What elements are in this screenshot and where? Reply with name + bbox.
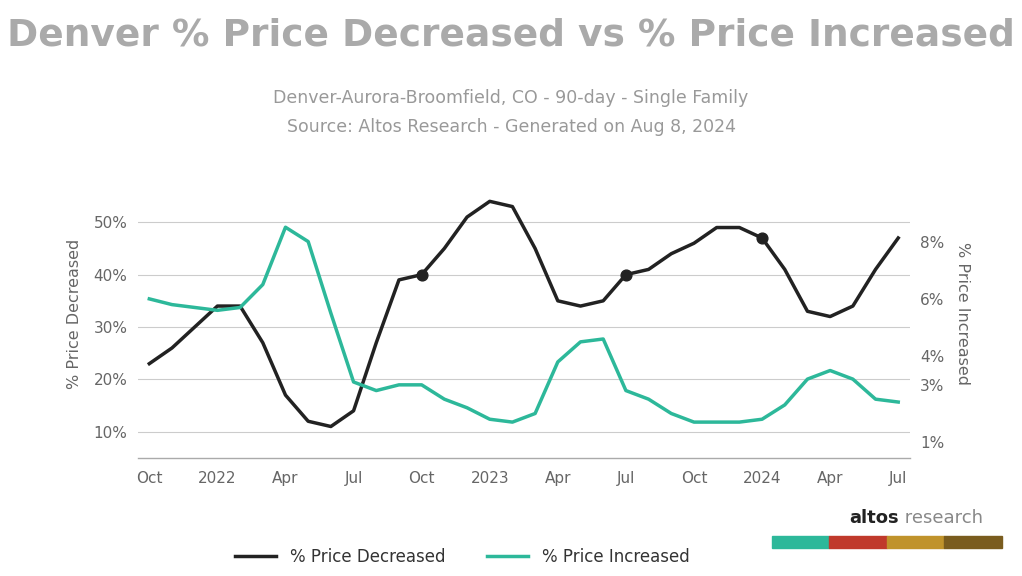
Legend: % Price Decreased, % Price Increased: % Price Decreased, % Price Increased: [228, 541, 696, 573]
Text: Denver % Price Decreased vs % Price Increased: Denver % Price Decreased vs % Price Incr…: [7, 17, 1015, 54]
Point: [617, 270, 634, 279]
Text: Denver-Aurora-Broomfield, CO - 90-day - Single Family: Denver-Aurora-Broomfield, CO - 90-day - …: [273, 89, 749, 107]
Text: altos: altos: [849, 509, 899, 527]
Text: research: research: [899, 509, 983, 527]
Bar: [886, 536, 944, 548]
Bar: [944, 536, 1002, 548]
Text: Source: Altos Research - Generated on Aug 8, 2024: Source: Altos Research - Generated on Au…: [286, 118, 736, 136]
Point: [754, 233, 771, 242]
Y-axis label: % Price Decreased: % Price Decreased: [67, 239, 83, 389]
Bar: [772, 536, 829, 548]
Point: [414, 270, 430, 279]
Bar: [829, 536, 886, 548]
Y-axis label: % Price Increased: % Price Increased: [956, 242, 971, 385]
